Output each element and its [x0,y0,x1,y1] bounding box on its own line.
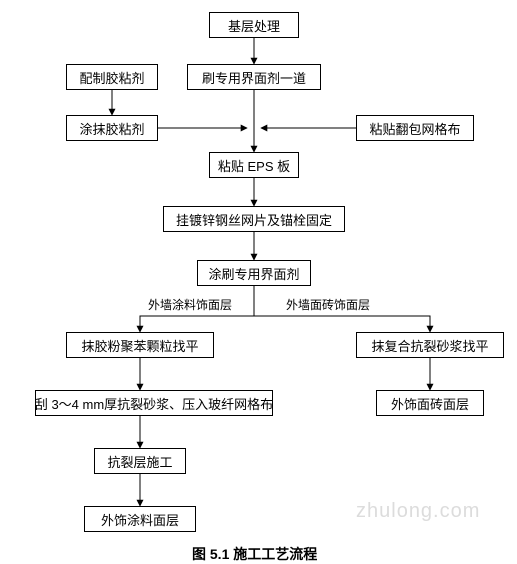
node-n10: 抹复合抗裂砂浆找平 [356,332,504,358]
branch-label-left: 外墙涂料饰面层 [148,296,232,313]
node-n14: 外饰涂料面层 [84,506,196,532]
node-n11: 刮 3～4 mm厚抗裂砂浆、压入玻纤网格布 [35,390,273,416]
node-n4: 涂抹胶粘剂 [66,115,158,141]
figure-caption: 图 5.1 施工工艺流程 [192,544,317,564]
node-n9: 抹胶粉聚苯颗粒找平 [66,332,214,358]
node-n2: 配制胶粘剂 [66,64,158,90]
branch-label-right: 外墙面砖饰面层 [286,296,370,313]
node-n5: 粘贴翻包网格布 [356,115,474,141]
node-n13: 抗裂层施工 [94,448,186,474]
node-n12: 外饰面砖面层 [376,390,484,416]
node-n1: 基层处理 [209,12,299,38]
node-n7: 挂镀锌钢丝网片及锚栓固定 [163,206,345,232]
node-n3: 刷专用界面剂一道 [187,64,321,90]
edge-8 [254,316,430,332]
watermark: zhulong.com [356,500,480,523]
node-n6: 粘贴 EPS 板 [209,152,299,178]
node-n8: 涂刷专用界面剂 [197,260,311,286]
